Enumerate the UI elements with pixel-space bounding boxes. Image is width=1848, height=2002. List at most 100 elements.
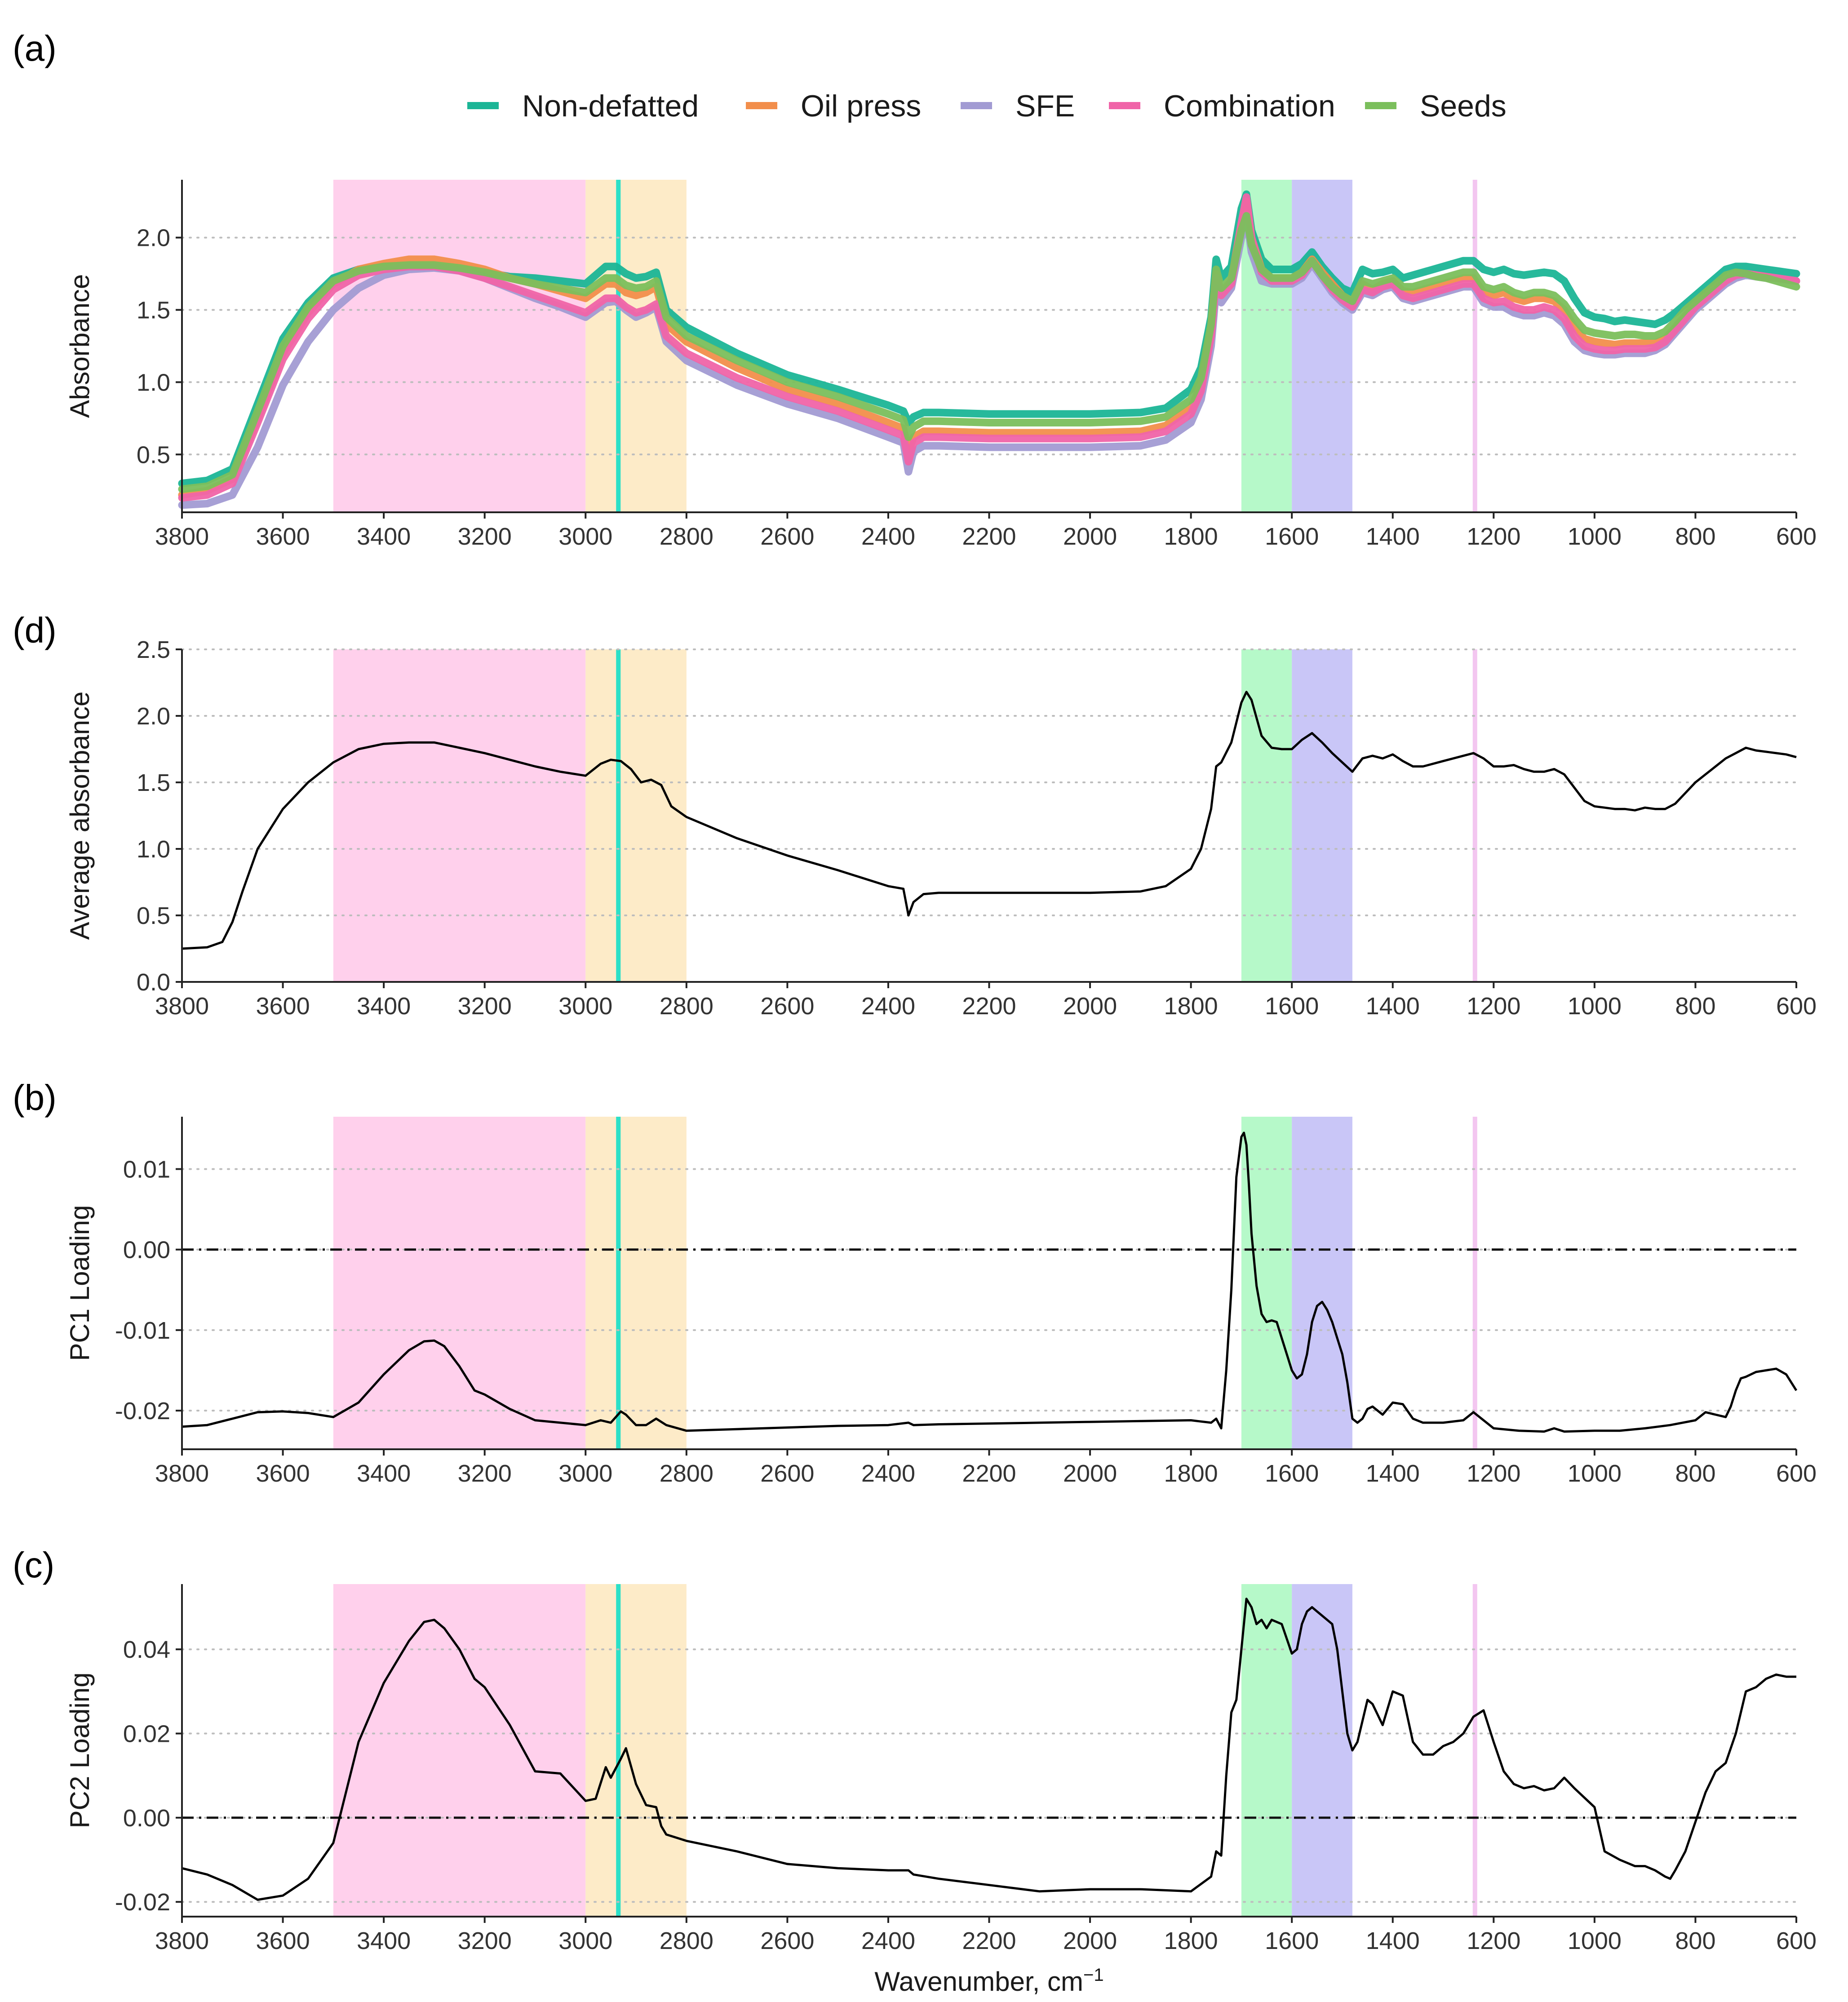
y-axis-title: Average absorbance: [65, 692, 95, 940]
y-tick-label: -0.02: [115, 1889, 170, 1916]
x-tick-label: 2800: [660, 993, 713, 1020]
highlight-band: [1241, 1117, 1292, 1449]
x-tick-label: 3000: [558, 1460, 612, 1487]
series-line-seeds: [178, 212, 1800, 493]
x-tick-label: 2200: [962, 1460, 1016, 1487]
y-tick-label: -0.02: [115, 1398, 170, 1425]
x-tick-label: 3200: [458, 1460, 512, 1487]
x-tick-label: 1600: [1265, 523, 1319, 550]
x-tick-label: 3800: [155, 523, 209, 550]
x-tick-label: 3400: [357, 1927, 411, 1954]
x-tick-label: 2600: [760, 1460, 814, 1487]
x-tick-label: 2800: [660, 1460, 713, 1487]
y-tick-label: 2.0: [137, 703, 170, 730]
legend-label: Non-defatted: [522, 89, 699, 123]
x-tick-label: 1200: [1467, 993, 1520, 1020]
x-tick-label: 3200: [458, 1927, 512, 1954]
x-tick-label: 3600: [256, 993, 310, 1020]
x-tick-label: 1400: [1366, 993, 1420, 1020]
x-tick-label: 2000: [1063, 1927, 1117, 1954]
x-axis-title-superscript: −1: [1083, 1965, 1104, 1985]
y-tick-label: -0.01: [115, 1317, 170, 1344]
y-tick-label: 0.04: [123, 1636, 170, 1663]
highlight-band: [1292, 1117, 1352, 1449]
x-tick-label: 3200: [458, 523, 512, 550]
x-tick-label: 1000: [1568, 1927, 1622, 1954]
x-tick-label: 3400: [357, 1460, 411, 1487]
x-tick-label: 600: [1776, 993, 1817, 1020]
x-tick-label: 2200: [962, 993, 1016, 1020]
x-tick-label: 1200: [1467, 1927, 1520, 1954]
x-tick-label: 1600: [1265, 1927, 1319, 1954]
x-tick-label: 3800: [155, 1927, 209, 1954]
x-tick-label: 2800: [660, 523, 713, 550]
legend-label: SFE: [1015, 89, 1075, 123]
highlight-band: [333, 649, 586, 982]
y-tick-label: 0.00: [123, 1237, 170, 1264]
x-tick-label: 1200: [1467, 1460, 1520, 1487]
y-tick-label: 0.5: [137, 902, 170, 929]
x-tick-label: 2200: [962, 523, 1016, 550]
x-tick-label: 600: [1776, 523, 1817, 550]
highlight-band: [333, 180, 586, 512]
y-axis-title: PC2 Loading: [65, 1673, 95, 1829]
x-tick-label: 2000: [1063, 523, 1117, 550]
x-tick-label: 800: [1675, 523, 1715, 550]
highlight-band: [585, 649, 687, 982]
x-tick-label: 3000: [558, 523, 612, 550]
spectrum-line: [182, 1598, 1796, 1901]
x-tick-label: 3000: [558, 1927, 612, 1954]
x-tick-label: 1400: [1366, 1927, 1420, 1954]
panel-tag: (b): [13, 1078, 57, 1118]
y-tick-label: 2.5: [137, 636, 170, 663]
x-tick-label: 1800: [1164, 523, 1218, 550]
x-tick-label: 3800: [155, 1460, 209, 1487]
x-tick-label: 3400: [357, 993, 411, 1020]
y-axis-title: PC1 Loading: [65, 1205, 95, 1361]
x-tick-label: 800: [1675, 1927, 1715, 1954]
x-tick-label: 600: [1776, 1927, 1817, 1954]
highlight-band: [1292, 1584, 1352, 1917]
x-tick-label: 3800: [155, 993, 209, 1020]
panel-c: -0.02 0.00 0.02 0.04 3800 3600 3400 3200 3000 280…: [13, 1545, 1817, 1997]
x-tick-label: 2400: [861, 1460, 915, 1487]
x-tick-label: 1800: [1164, 1460, 1218, 1487]
x-tick-label: 2600: [760, 993, 814, 1020]
y-tick-label: 1.0: [137, 369, 170, 396]
highlight-band: [1292, 649, 1352, 982]
highlight-band: [1292, 180, 1352, 512]
legend-label: Seeds: [1420, 89, 1507, 123]
spectrum-line: [182, 691, 1797, 950]
y-tick-label: 1.5: [137, 769, 170, 796]
highlight-band: [1241, 1584, 1292, 1917]
x-tick-label: 3000: [558, 993, 612, 1020]
panel-tag: (c): [13, 1545, 54, 1585]
x-tick-label: 1200: [1467, 523, 1520, 550]
y-tick-label: 1.5: [137, 297, 170, 324]
x-tick-label: 600: [1776, 1460, 1817, 1487]
series-line-non-defatted: [178, 190, 1800, 488]
x-tick-label: 3600: [256, 1460, 310, 1487]
highlight-band: [333, 1584, 586, 1917]
x-tick-label: 2000: [1063, 993, 1117, 1020]
x-tick-label: 2400: [861, 993, 915, 1020]
highlight-band: [1241, 649, 1292, 982]
y-axis-title: Absorbance: [65, 274, 95, 418]
highlight-band: [585, 1117, 687, 1449]
x-tick-label: 2600: [760, 523, 814, 550]
x-tick-label: 1600: [1265, 1460, 1319, 1487]
x-tick-label: 2400: [861, 1927, 915, 1954]
x-tick-label: 1800: [1164, 993, 1218, 1020]
highlight-band: [333, 1117, 586, 1449]
x-tick-label: 1000: [1568, 993, 1622, 1020]
panel-a: 0.5 1.0 1.5 2.0 3800 3600 3400 3200 3000 2800 2600…: [13, 28, 1817, 550]
highlight-band: [585, 1584, 687, 1917]
x-tick-label: 3600: [256, 523, 310, 550]
x-tick-label: 800: [1675, 993, 1715, 1020]
panel-b: -0.02 -0.01 0.00 0.01 3800 3600 3400 3200 3000 28…: [13, 1078, 1817, 1487]
y-tick-label: 1.0: [137, 836, 170, 863]
y-tick-label: 2.0: [137, 225, 170, 252]
x-tick-label: 2800: [660, 1927, 713, 1954]
x-tick-label: 3200: [458, 993, 512, 1020]
x-tick-label: 2400: [861, 523, 915, 550]
